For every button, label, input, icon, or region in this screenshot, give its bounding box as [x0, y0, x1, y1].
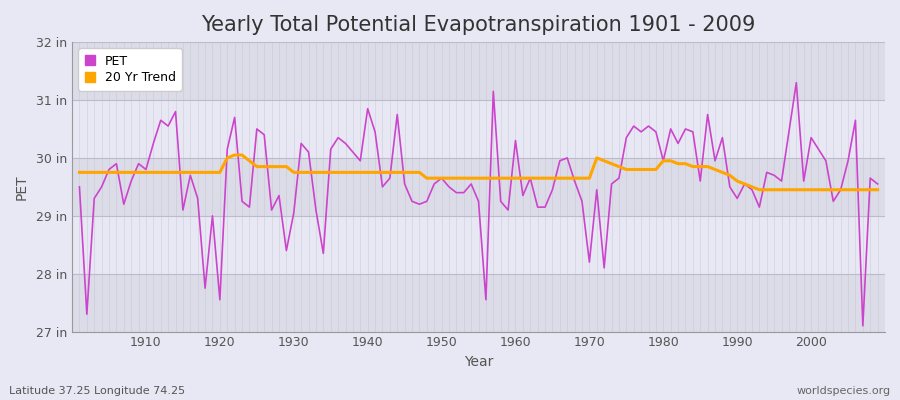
Text: worldspecies.org: worldspecies.org [796, 386, 891, 396]
Y-axis label: PET: PET [15, 174, 29, 200]
Text: Latitude 37.25 Longitude 74.25: Latitude 37.25 Longitude 74.25 [9, 386, 185, 396]
Bar [72, 274, 885, 332]
Title: Yearly Total Potential Evapotranspiration 1901 - 2009: Yearly Total Potential Evapotranspiratio… [202, 15, 756, 35]
Bar [72, 158, 885, 216]
Bar [72, 216, 885, 274]
Legend: PET, 20 Yr Trend: PET, 20 Yr Trend [78, 48, 182, 91]
Bar [72, 42, 885, 100]
X-axis label: Year: Year [464, 355, 493, 369]
Bar [72, 100, 885, 158]
